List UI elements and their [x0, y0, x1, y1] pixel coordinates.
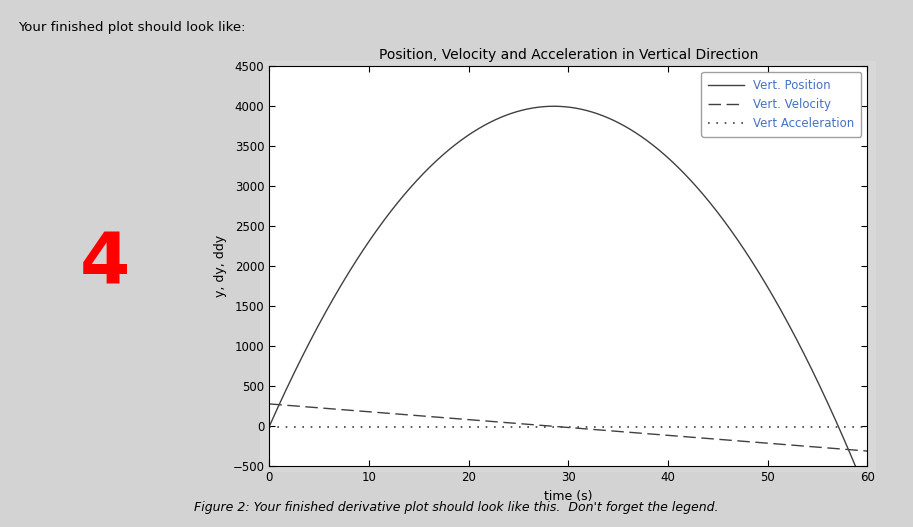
- Vert. Velocity: [264, 401, 275, 407]
- Vert. Position: [264, 423, 275, 430]
- Vert. Position: [741, 251, 752, 257]
- Vert. Velocity: [675, 433, 686, 440]
- Text: 4: 4: [79, 229, 131, 298]
- Vert Acceleration: [264, 424, 275, 430]
- Vert. Position: [730, 235, 741, 241]
- Vert Acceleration: [741, 424, 752, 430]
- Vert. Velocity: [862, 448, 873, 454]
- Vert. Position: [506, 110, 517, 116]
- Vert. Velocity: [730, 437, 741, 444]
- Text: Figure 2: Your finished derivative plot should look like this.  Don't forget the: Figure 2: Your finished derivative plot …: [194, 501, 719, 514]
- Vert. Velocity: [741, 438, 752, 445]
- Text: Your finished plot should look like:: Your finished plot should look like:: [18, 21, 246, 34]
- Line: Vert. Velocity: Vert. Velocity: [269, 404, 867, 451]
- Line: Vert. Position: Vert. Position: [269, 106, 867, 495]
- Vert. Position: [862, 492, 873, 498]
- Vert Acceleration: [862, 424, 873, 430]
- Legend: Vert. Position, Vert. Velocity, Vert Acceleration: Vert. Position, Vert. Velocity, Vert Acc…: [701, 72, 862, 136]
- Vert. Position: [548, 103, 559, 110]
- Vert. Velocity: [527, 422, 538, 428]
- Vert Acceleration: [325, 424, 336, 430]
- Title: Position, Velocity and Acceleration in Vertical Direction: Position, Velocity and Acceleration in V…: [379, 48, 758, 62]
- Y-axis label: y, dy, ddy: y, dy, ddy: [214, 235, 227, 297]
- Vert. Position: [675, 167, 686, 173]
- X-axis label: time (s): time (s): [544, 490, 593, 503]
- Vert. Position: [325, 300, 336, 307]
- Vert. Velocity: [506, 420, 517, 426]
- Vert. Velocity: [325, 406, 336, 412]
- Vert Acceleration: [730, 424, 741, 430]
- Vert Acceleration: [506, 424, 517, 430]
- Vert. Position: [527, 105, 538, 111]
- Vert Acceleration: [675, 424, 686, 430]
- Vert Acceleration: [527, 424, 538, 430]
